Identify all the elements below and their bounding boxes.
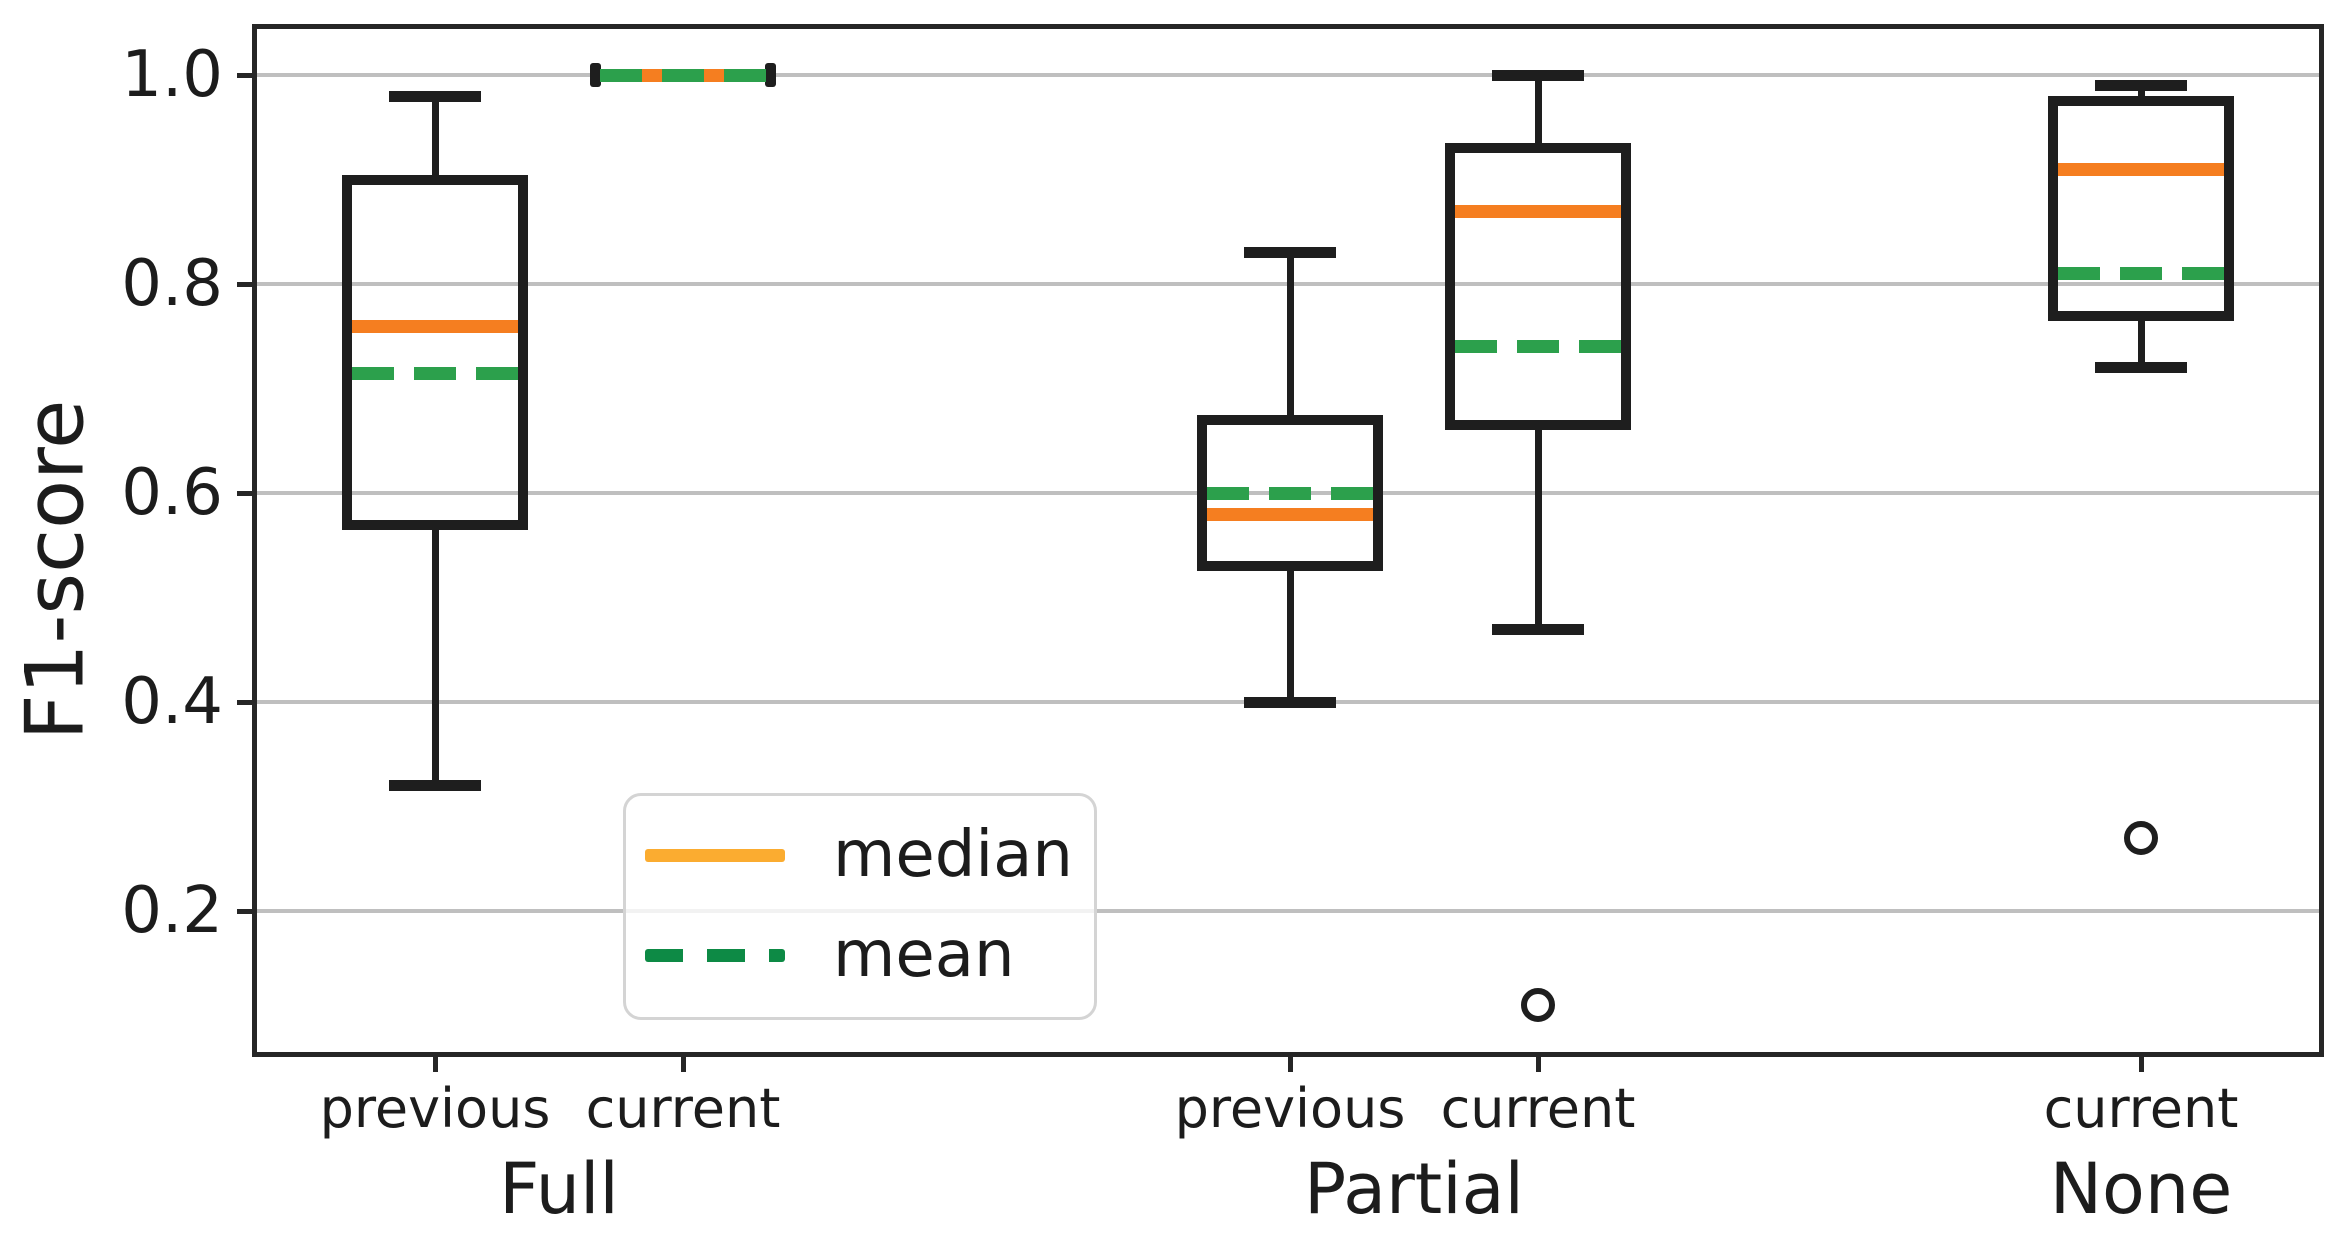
gridline [257,73,2319,78]
x-tick-mark [432,1052,438,1072]
y-tick-label: 0.2 [121,874,223,949]
mean-line [1455,340,1621,354]
x-tick-mark [680,1052,686,1072]
y-tick-mark [237,72,255,78]
y-tick-mark [237,908,255,914]
group-label: None [2049,1148,2233,1230]
legend: median mean [623,793,1097,1020]
mean-line [2058,267,2224,281]
y-tick-label: 0.8 [121,247,223,322]
lower-whisker-cap [389,780,481,792]
x-tick-label: previous [319,1077,551,1140]
legend-entry-mean: mean [626,905,1094,1005]
upper-whisker [2137,85,2145,102]
x-tick-label: current [2043,1077,2239,1140]
x-tick-mark [2138,1052,2144,1072]
box-end-cap [765,63,776,88]
upper-whisker [1286,252,1294,421]
median-line [2058,162,2224,176]
y-tick-mark [237,699,255,705]
lower-whisker [2137,315,2145,368]
y-tick-label: 1.0 [121,38,223,113]
y-tick-mark [237,490,255,496]
box-end-cap [590,63,601,88]
outlier-point [2124,821,2158,856]
median-line [352,319,518,333]
upper-whisker [431,96,439,180]
upper-whisker-cap [2095,80,2187,92]
upper-whisker [1534,75,1542,149]
lower-whisker-cap [1244,696,1336,708]
lower-whisker [431,524,439,786]
mean-line [352,366,518,380]
legend-label-median: median [833,818,1073,892]
box-rect [342,174,528,530]
group-label: Full [499,1148,619,1230]
lower-whisker-cap [2095,362,2187,374]
box-rect [1197,415,1383,572]
median-line [1207,507,1373,521]
box-rect [2048,96,2234,321]
lower-whisker [1534,425,1542,630]
gridline [257,909,2319,914]
x-tick-mark [1535,1052,1541,1072]
upper-whisker-cap [1244,247,1336,259]
legend-entry-median: median [626,805,1094,905]
y-tick-label: 0.6 [121,456,223,531]
upper-whisker-cap [389,90,481,102]
box-rect [1445,143,1631,431]
x-tick-label: previous [1174,1077,1406,1140]
x-tick-mark [1287,1052,1293,1072]
x-tick-label: current [1440,1077,1636,1140]
legend-label-mean: mean [833,918,1015,992]
y-tick-label: 0.4 [121,665,223,740]
lower-whisker [1286,566,1294,703]
median-line [1455,204,1621,218]
x-tick-label: current [585,1077,781,1140]
outlier-point [1521,988,1555,1023]
upper-whisker-cap [1492,69,1584,81]
mean-line [600,68,766,82]
mean-line [1207,486,1373,500]
median-line-sample [645,848,785,862]
group-label: Partial [1304,1148,1524,1230]
y-tick-mark [237,281,255,287]
mean-line-sample [645,948,785,962]
lower-whisker-cap [1492,623,1584,635]
